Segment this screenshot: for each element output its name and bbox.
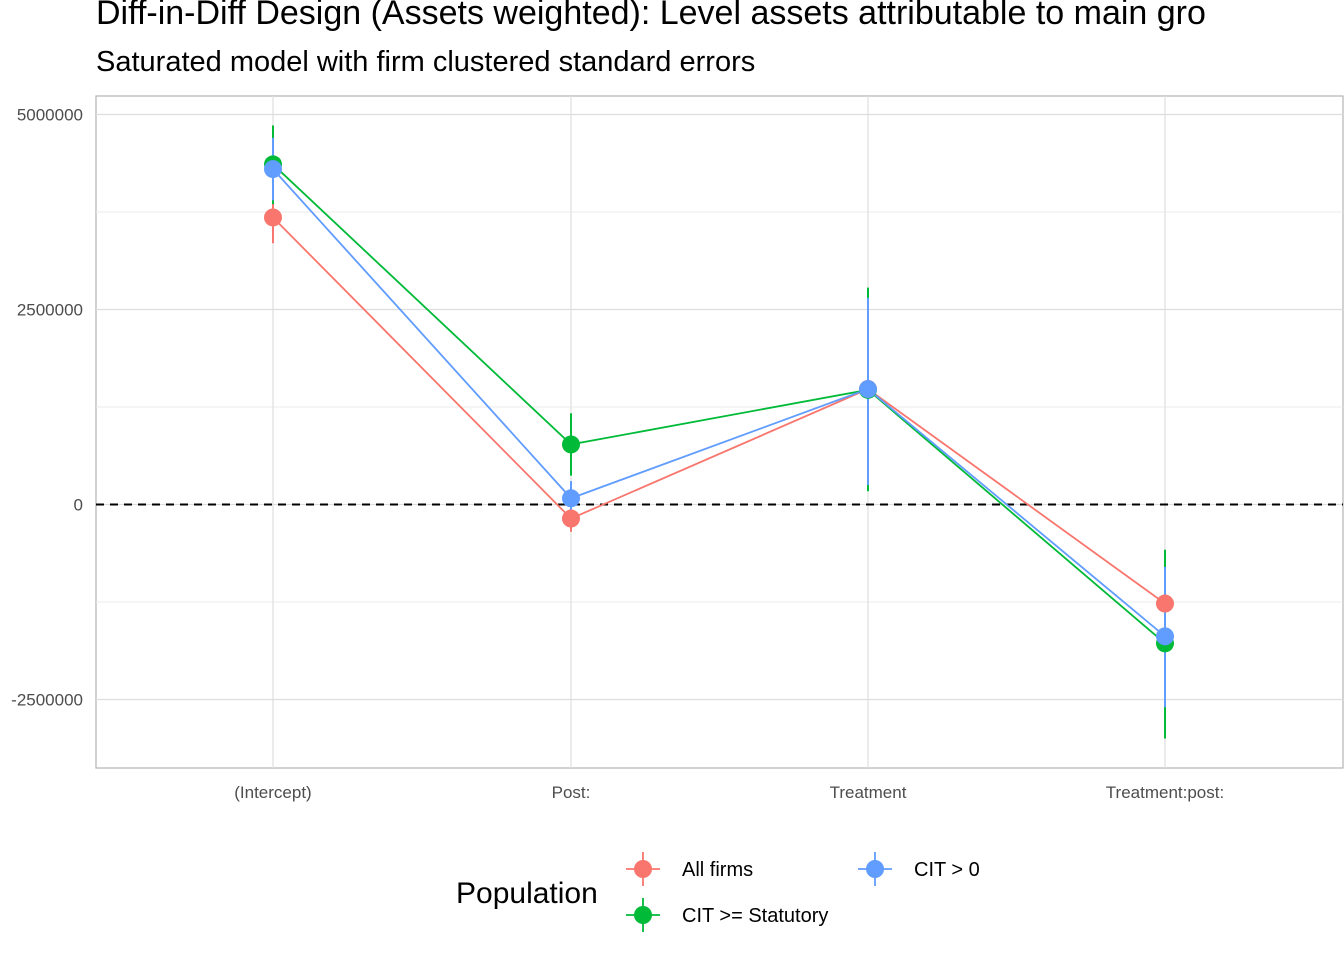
y-tick-label: 5000000 (17, 106, 83, 125)
legend-title: Population (456, 877, 598, 910)
legend-item: CIT > 0 (858, 852, 980, 886)
data-point (1156, 594, 1174, 613)
chart-title: Diff-in-Diff Design (Assets weighted): L… (96, 0, 1206, 32)
axes: -2500000 0 2500000 5000000 (Intercept) Post: T… (11, 106, 1224, 803)
legend-key-point (634, 906, 652, 924)
legend-label: CIT > 0 (914, 859, 980, 881)
data-point (562, 489, 580, 508)
x-tick-label: Treatment:post: (1106, 783, 1224, 802)
data-point (562, 509, 580, 528)
error-bars (272, 125, 1166, 739)
legend-key-point (866, 860, 884, 878)
legend: Population All firms CIT >= Statutory CIT >… (456, 852, 980, 932)
series-line (272, 163, 1166, 645)
data-point (859, 380, 877, 399)
data-point (1156, 627, 1174, 646)
panel-border (95, 95, 1344, 769)
y-tick-label: 0 (74, 496, 83, 515)
x-tick-label: (Intercept) (234, 783, 311, 802)
y-tick-label: -2500000 (11, 691, 83, 710)
data-points (264, 155, 1174, 653)
chart-subtitle: Saturated model with firm clustered stan… (96, 46, 756, 78)
series-line (272, 216, 1166, 605)
data-point (264, 160, 282, 179)
legend-item: CIT >= Statutory (626, 898, 828, 932)
legend-item: All firms (626, 852, 753, 886)
x-tick-label: Treatment (830, 783, 907, 802)
legend-key-point (634, 860, 652, 878)
series-line (272, 168, 1166, 638)
grid-lines (95, 95, 1344, 769)
y-tick-label: 2500000 (17, 301, 83, 320)
legend-label: All firms (682, 859, 753, 881)
series-lines (272, 163, 1166, 645)
x-tick-label: Post: (552, 783, 591, 802)
legend-label: CIT >= Statutory (682, 905, 828, 927)
data-point (264, 208, 282, 227)
data-point (562, 435, 580, 454)
